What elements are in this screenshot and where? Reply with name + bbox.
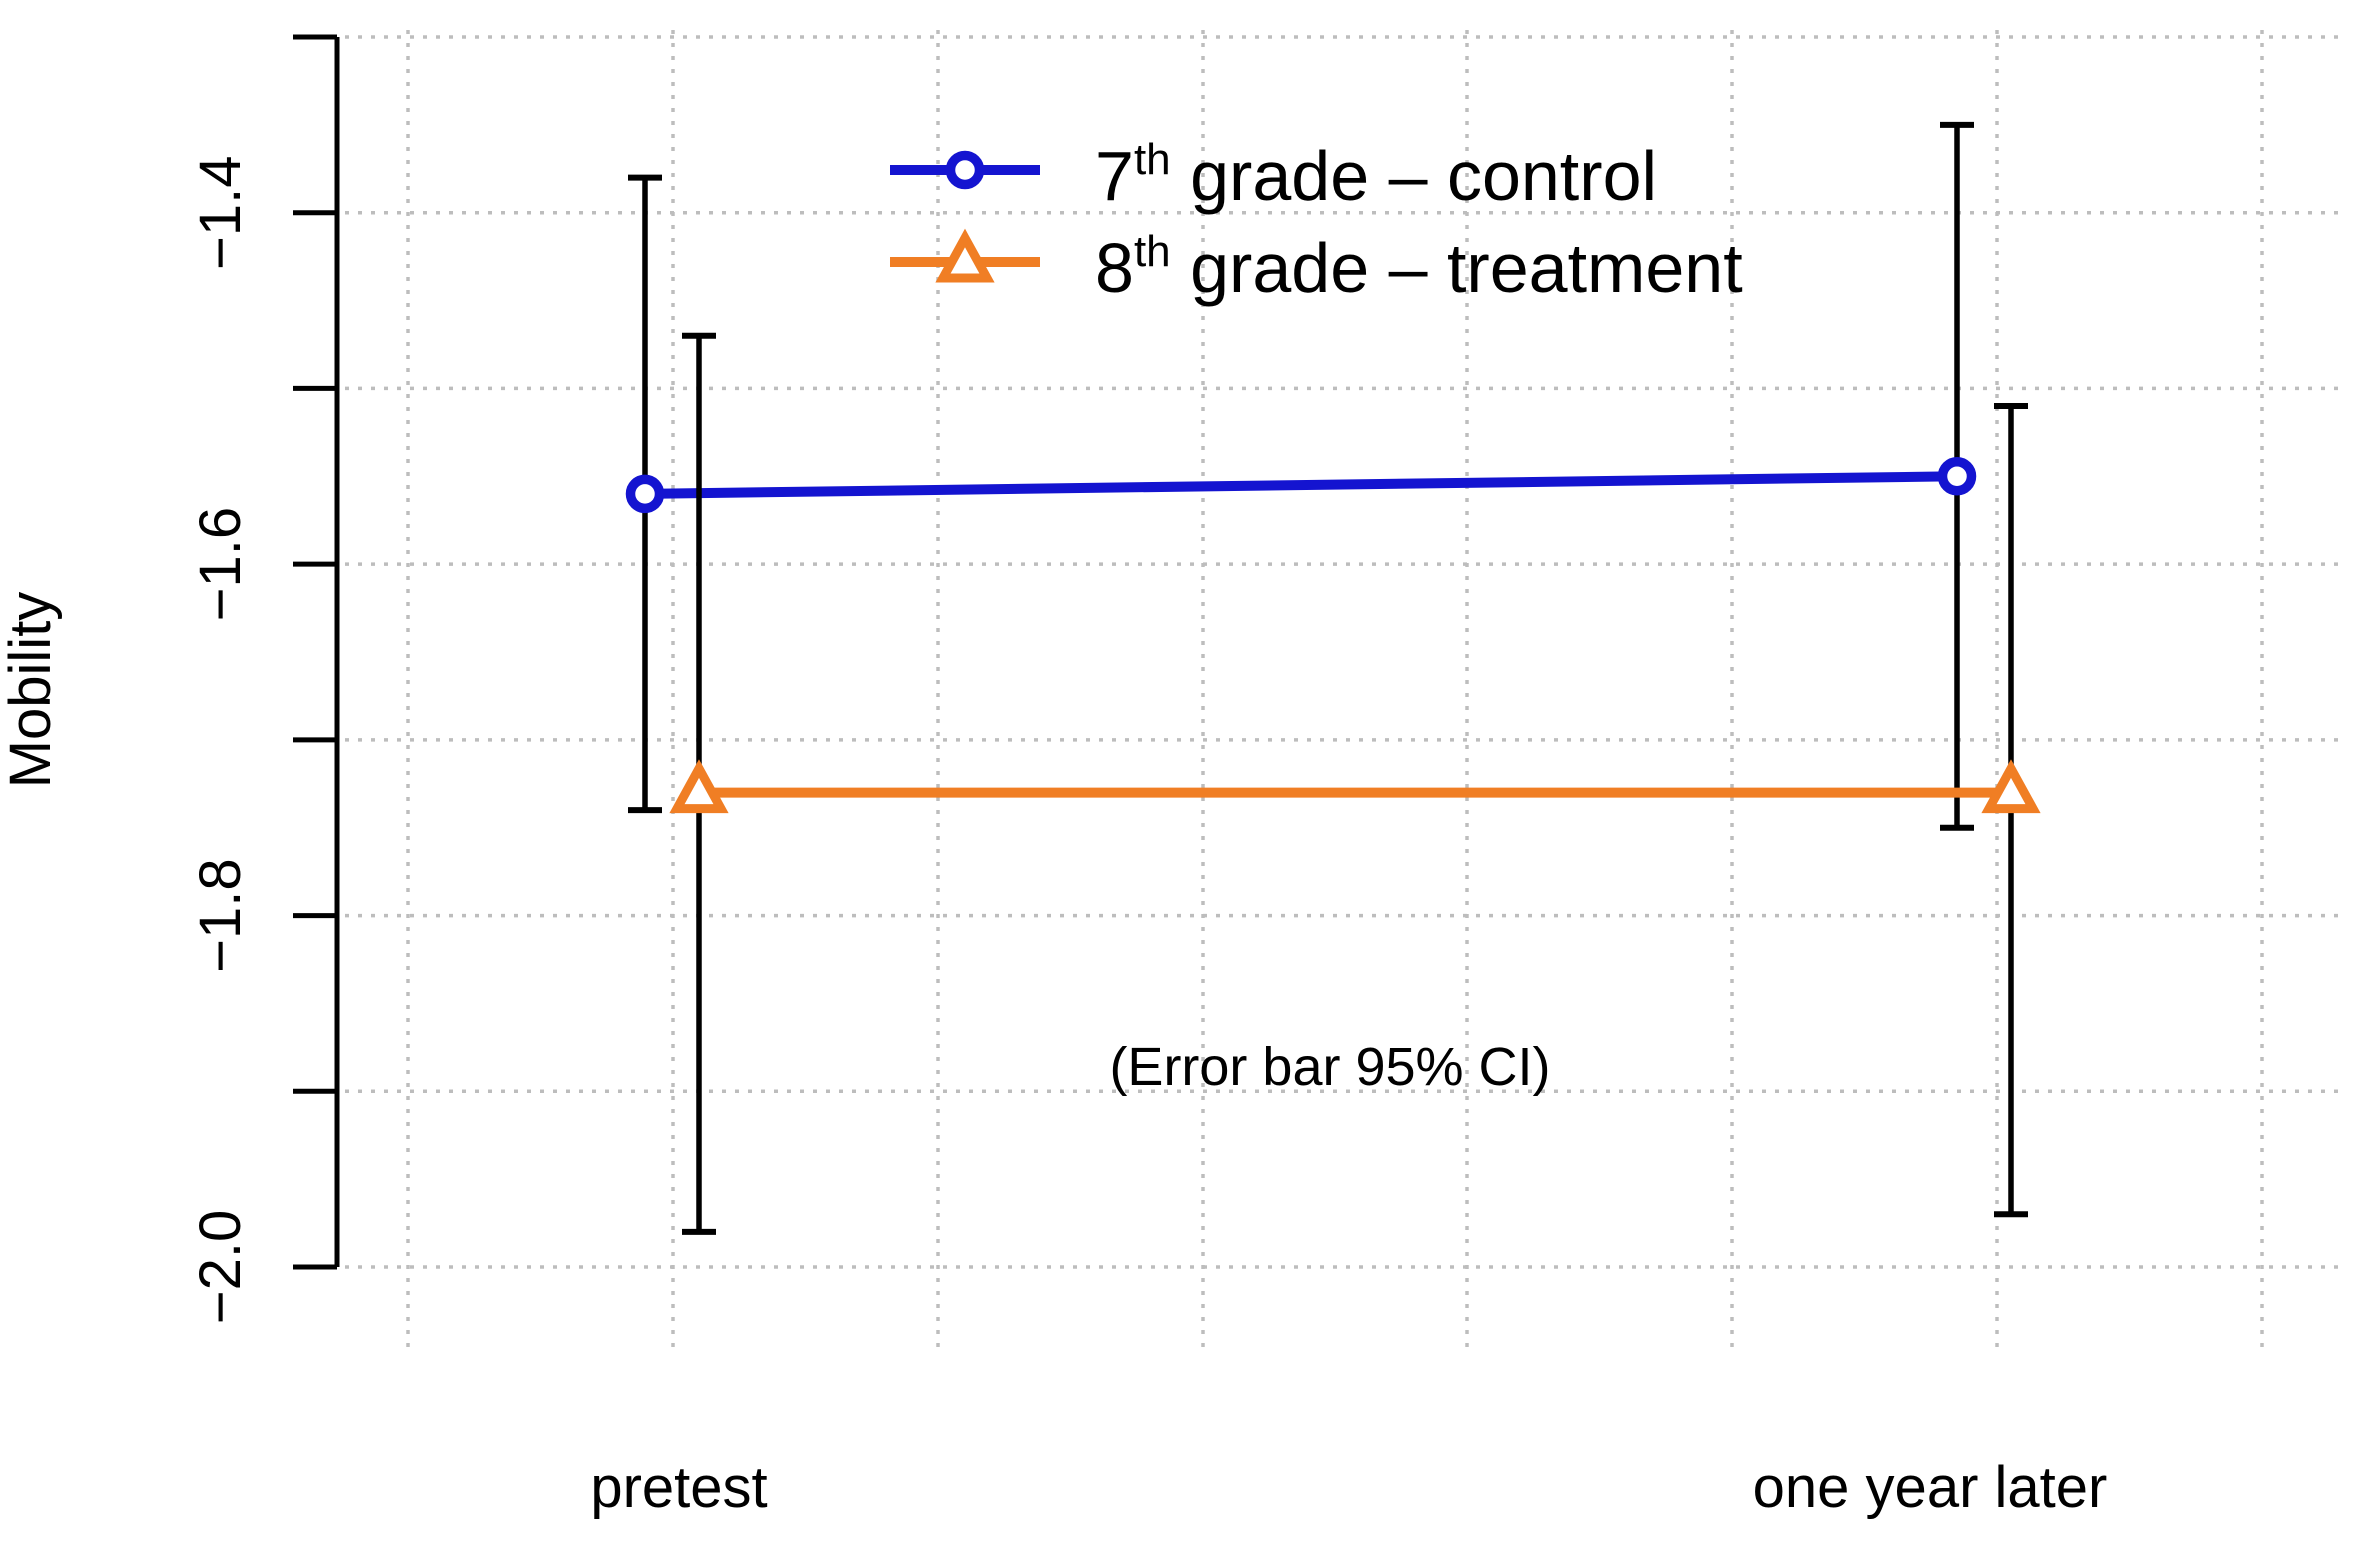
- legend-marker-treatment: [935, 228, 995, 283]
- y-tick-label: −1.4: [188, 155, 253, 270]
- legend: 7th grade – control 8th grade – treatment: [890, 135, 1743, 307]
- y-tick-label: −1.8: [188, 858, 253, 973]
- series-control: [625, 121, 1977, 831]
- marker-triangle-treatment: [1981, 759, 2041, 814]
- legend-label-superscript: th: [1134, 135, 1171, 184]
- x-category-label: one year later: [1753, 1455, 2108, 1520]
- series-treatment: [669, 332, 2041, 1235]
- series-line-control: [644, 471, 1958, 499]
- legend-marker-control: [945, 150, 985, 190]
- marker-triangle-treatment: [669, 759, 729, 814]
- legend-label-base: 8: [1095, 229, 1134, 307]
- y-axis: −1.4 −1.6 −1.8 −2.0 Mobility: [0, 34, 340, 1325]
- marker-circle-control: [625, 474, 665, 514]
- marker-circle-control: [1937, 457, 1977, 496]
- legend-label-rest: grade – control: [1171, 137, 1657, 215]
- series-layer: [625, 121, 2041, 1235]
- x-category-label: pretest: [590, 1455, 767, 1520]
- x-labels: pretest one year later: [590, 1455, 2107, 1520]
- legend-label-rest: grade – treatment: [1171, 229, 1743, 307]
- error-bar-note: (Error bar 95% CI): [1109, 1037, 1550, 1097]
- legend-label-superscript: th: [1134, 227, 1171, 276]
- y-tick-label: −2.0: [188, 1210, 253, 1325]
- y-axis-title: Mobility: [0, 592, 63, 789]
- legend-label-control: 7th grade – control: [1095, 135, 1657, 215]
- legend-label-treatment: 8th grade – treatment: [1095, 227, 1743, 307]
- y-tick-label: −1.6: [188, 507, 253, 622]
- legend-label-base: 7: [1095, 137, 1134, 215]
